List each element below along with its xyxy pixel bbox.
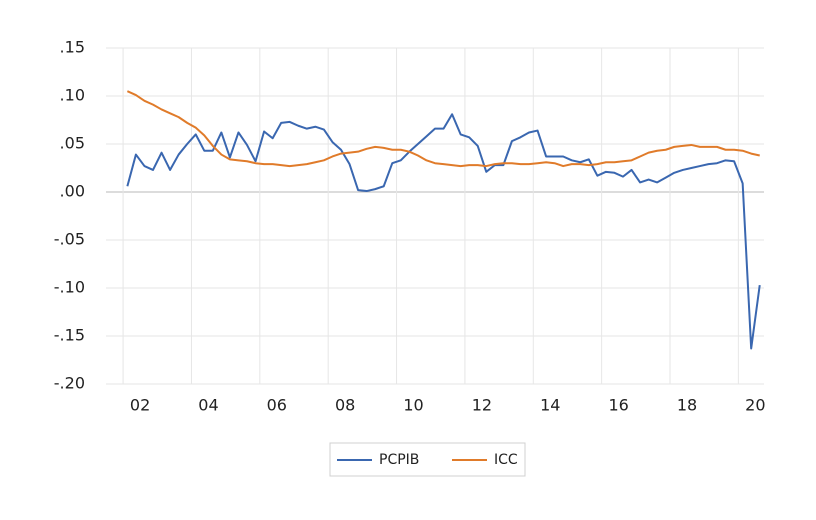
y-tick-label: .10 — [60, 86, 85, 105]
x-tick-label: 20 — [745, 396, 765, 415]
y-tick-label: -.05 — [54, 230, 85, 249]
x-tick-label: 06 — [267, 396, 287, 415]
y-tick-label: -.15 — [54, 326, 85, 345]
x-tick-label: 10 — [403, 396, 423, 415]
x-tick-label: 08 — [335, 396, 355, 415]
legend-label: ICC — [494, 452, 518, 468]
x-tick-label: 12 — [472, 396, 492, 415]
y-tick-label: .05 — [60, 134, 85, 153]
x-tick-label: 16 — [608, 396, 628, 415]
y-tick-label: -.10 — [54, 278, 85, 297]
x-tick-label: 02 — [130, 396, 150, 415]
y-tick-label: .15 — [60, 38, 85, 57]
x-tick-label: 18 — [677, 396, 697, 415]
series-line — [126, 113, 761, 350]
x-tick-label: 14 — [540, 396, 560, 415]
legend-label: PCPIB — [379, 452, 419, 468]
legend: PCPIB ICC — [329, 442, 526, 477]
x-tick-label: 04 — [198, 396, 218, 415]
y-tick-label: -.20 — [54, 374, 85, 393]
y-tick-label: .00 — [60, 182, 85, 201]
series-line — [126, 90, 760, 168]
